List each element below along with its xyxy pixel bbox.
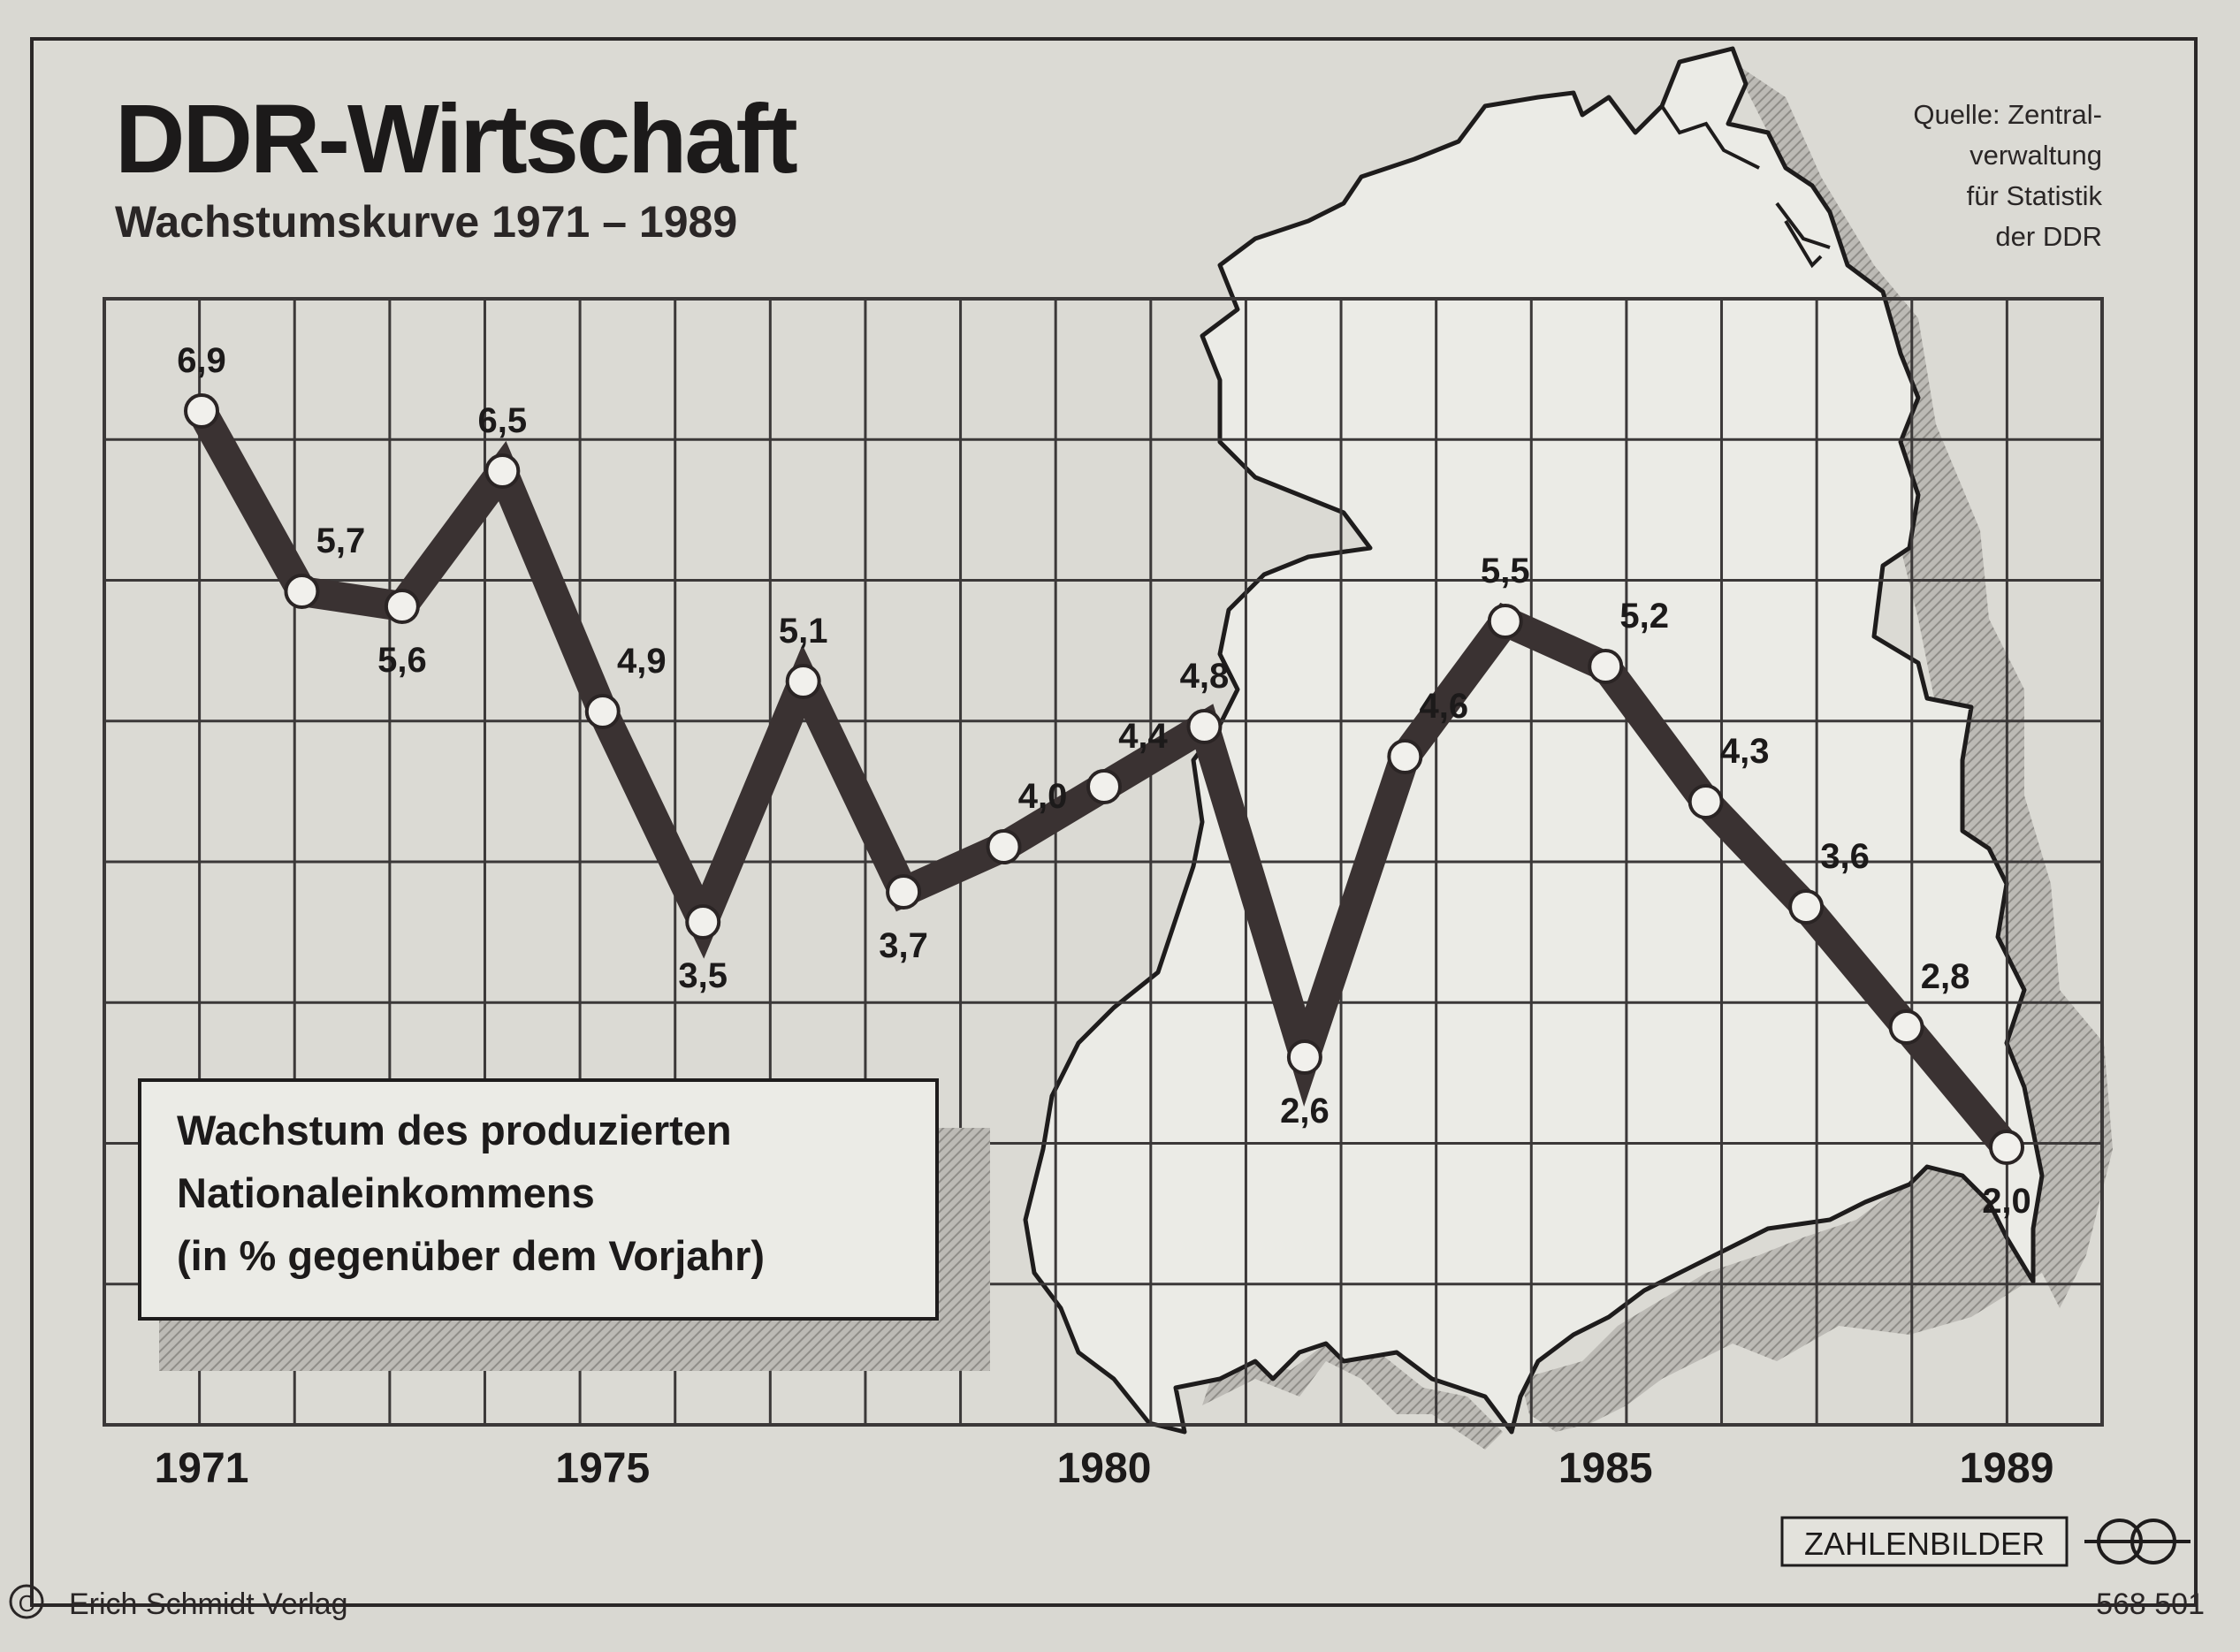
data-label: 2,0	[1982, 1182, 2031, 1221]
copyright-symbol: C	[19, 1590, 35, 1617]
data-value-labels: 6,9 5,7 5,6 6,5 4,9 3,5 5,1 3,7 4,0 4,4 4,8 2,6 4,6 5…	[177, 341, 2031, 1221]
data-point	[1788, 889, 1825, 925]
legend-line-1: Wachstum des produzierten	[177, 1107, 732, 1153]
brand-label: ZAHLENBILDER	[1804, 1526, 2045, 1562]
x-tick-labels: 1971 1975 1980 1985 1989	[155, 1445, 2054, 1492]
legend-line-3: (in % gegenüber dem Vorjahr)	[177, 1232, 765, 1279]
data-point	[284, 574, 320, 609]
data-label: 5,6	[377, 641, 427, 680]
data-label: 3,6	[1820, 837, 1870, 876]
brand-box	[1780, 1516, 2069, 1567]
map-detail-coast	[1660, 104, 1831, 269]
source-line-2: verwaltung	[1970, 140, 2102, 171]
data-point	[886, 874, 922, 910]
data-label: 4,8	[1180, 657, 1230, 696]
x-tick-label: 1989	[1960, 1445, 2054, 1492]
data-label: 4,4	[1118, 717, 1168, 756]
x-tick-label: 1985	[1558, 1445, 1653, 1492]
data-point	[1086, 769, 1122, 804]
data-label: 4,0	[1018, 777, 1068, 816]
source-line-4: der DDR	[1995, 221, 2102, 252]
data-point	[184, 393, 219, 429]
data-label: 2,6	[1280, 1092, 1330, 1131]
data-point	[484, 453, 521, 489]
map-outline	[1023, 46, 2045, 1435]
data-label: 5,7	[316, 521, 366, 560]
legend-box	[138, 1078, 939, 1321]
chart-subtitle: Wachstumskurve 1971 – 1989	[115, 197, 737, 247]
data-point	[584, 694, 621, 729]
data-point	[1888, 1009, 1924, 1045]
chart-grid	[103, 297, 2104, 1427]
x-tick-label: 1971	[155, 1445, 249, 1492]
chart-title: DDR-Wirtschaft	[115, 85, 797, 194]
data-point	[1186, 709, 1223, 744]
data-point	[986, 829, 1022, 864]
brand-logo-icon	[2084, 1519, 2190, 1564]
map-shadow	[1520, 62, 2113, 1432]
data-label: 5,2	[1619, 597, 1669, 636]
data-point	[1286, 1039, 1322, 1075]
data-label: 5,5	[1481, 552, 1530, 590]
data-point	[1989, 1130, 2024, 1165]
source-line-1: Quelle: Zentral-	[1913, 99, 2102, 130]
data-label: 5,1	[779, 612, 828, 651]
legend-line-2: Nationaleinkommens	[177, 1169, 595, 1216]
data-point	[1387, 739, 1423, 774]
source-line-3: für Statistik	[1967, 180, 2103, 211]
data-label: 4,3	[1720, 732, 1770, 771]
chart-code: 568 501	[2096, 1587, 2205, 1621]
data-point	[384, 589, 420, 624]
x-tick-label: 1975	[555, 1445, 650, 1492]
data-label: 3,5	[678, 956, 728, 995]
data-point	[1588, 649, 1624, 684]
data-label: 6,9	[177, 341, 226, 380]
data-point	[1487, 604, 1523, 639]
data-markers	[184, 393, 2024, 1165]
data-label: 6,5	[478, 401, 528, 440]
data-label: 4,9	[617, 642, 667, 681]
data-point	[1688, 784, 1724, 819]
x-tick-label: 1980	[1057, 1445, 1152, 1492]
data-label: 4,6	[1420, 687, 1469, 726]
data-label: 3,7	[879, 926, 928, 965]
data-point	[685, 904, 721, 940]
publisher-label: Erich Schmidt Verlag	[69, 1587, 348, 1621]
data-label: 2,8	[1921, 957, 1970, 996]
data-point	[785, 664, 821, 699]
copyright-icon	[9, 1584, 44, 1619]
